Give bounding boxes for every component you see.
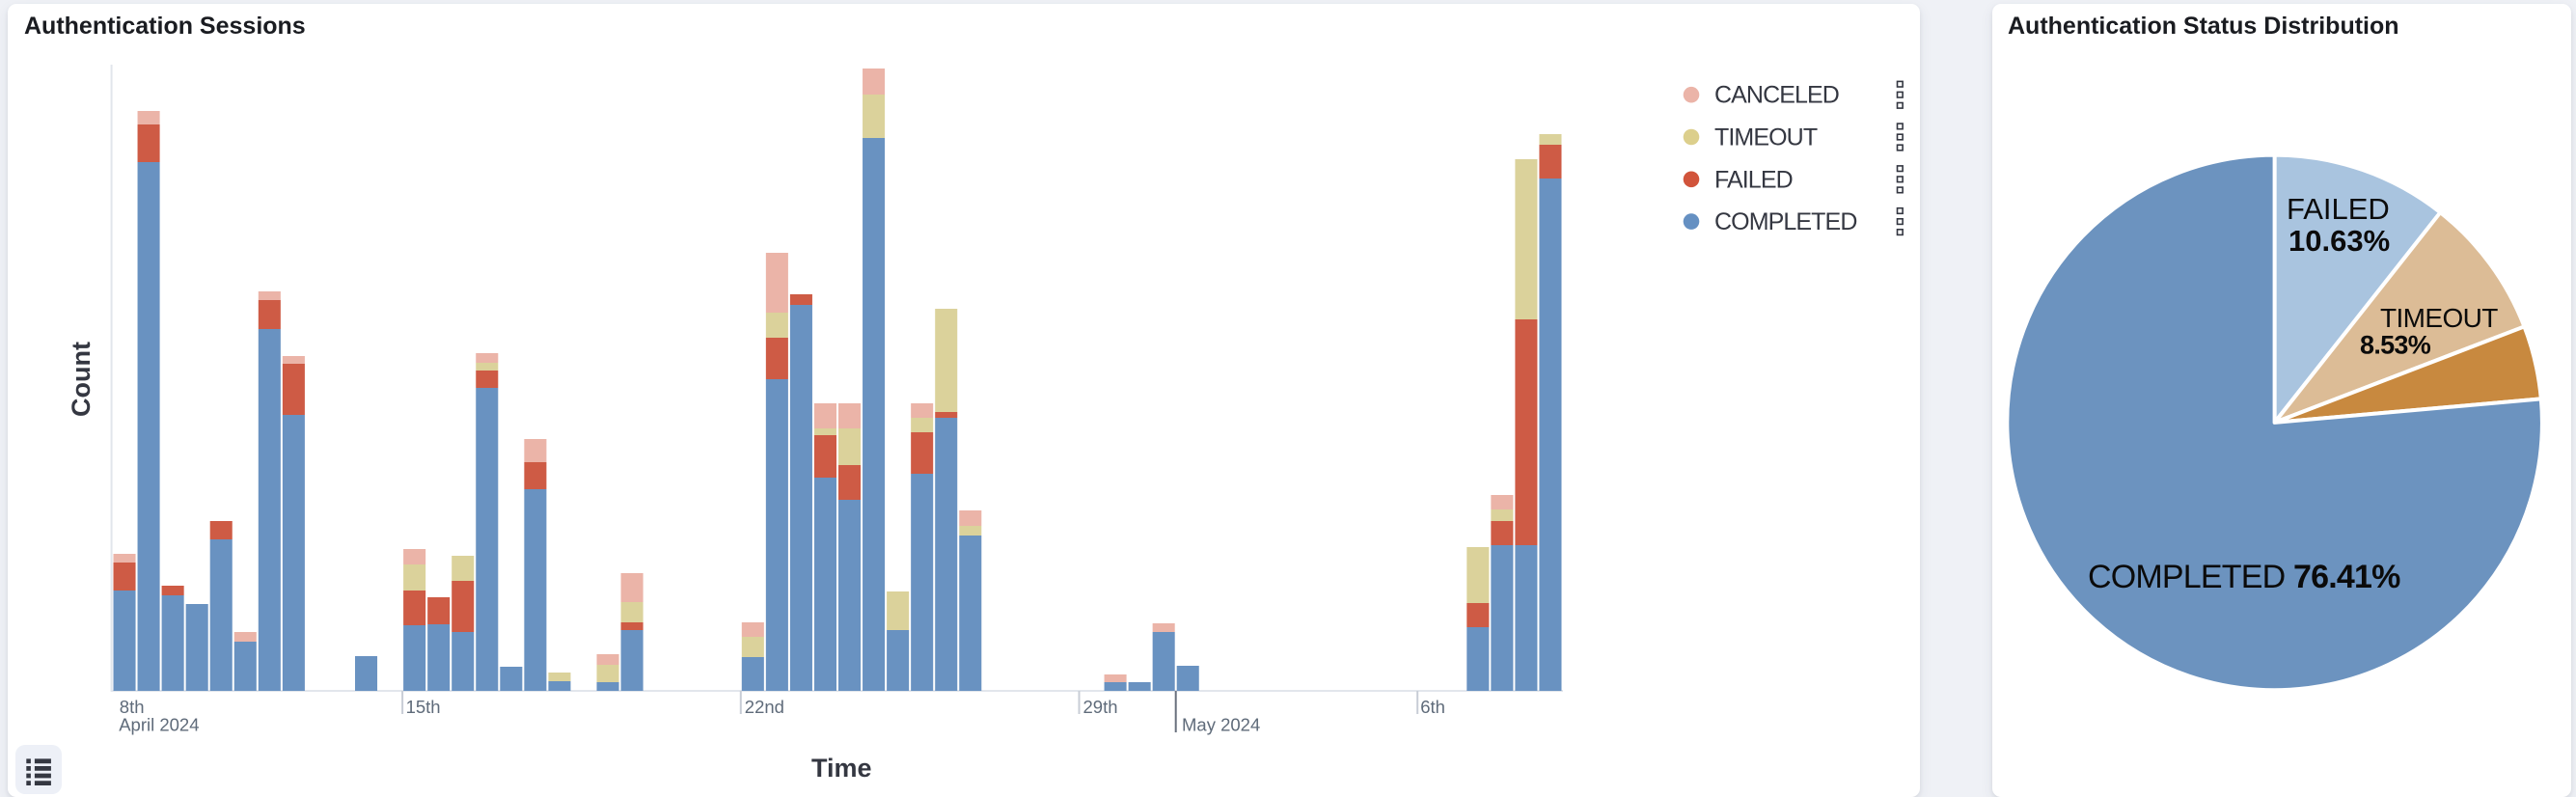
svg-text:6th: 6th [1420,697,1445,717]
svg-text:15th: 15th [406,697,441,717]
svg-text:22nd: 22nd [745,697,784,717]
svg-text:8th: 8th [120,697,145,717]
svg-text:COMPLETED 76.41%: COMPLETED 76.41% [2088,559,2400,595]
svg-text:May 2024: May 2024 [1182,715,1260,735]
svg-text:29th: 29th [1083,697,1118,717]
svg-text:Time: Time [811,754,872,783]
svg-text:CANCELED: CANCELED [1714,82,1839,109]
svg-text:TIMEOUT: TIMEOUT [2380,303,2498,333]
svg-text:FAILED: FAILED [1714,166,1793,193]
svg-text:April 2024: April 2024 [119,715,199,735]
svg-text:COMPLETED: COMPLETED [1714,208,1856,235]
svg-text:FAILED: FAILED [2287,192,2390,226]
svg-text:8.53%: 8.53% [2360,331,2431,360]
svg-text:10.63%: 10.63% [2288,224,2390,258]
svg-text:Count: Count [67,342,96,417]
svg-text:TIMEOUT: TIMEOUT [1714,124,1818,151]
